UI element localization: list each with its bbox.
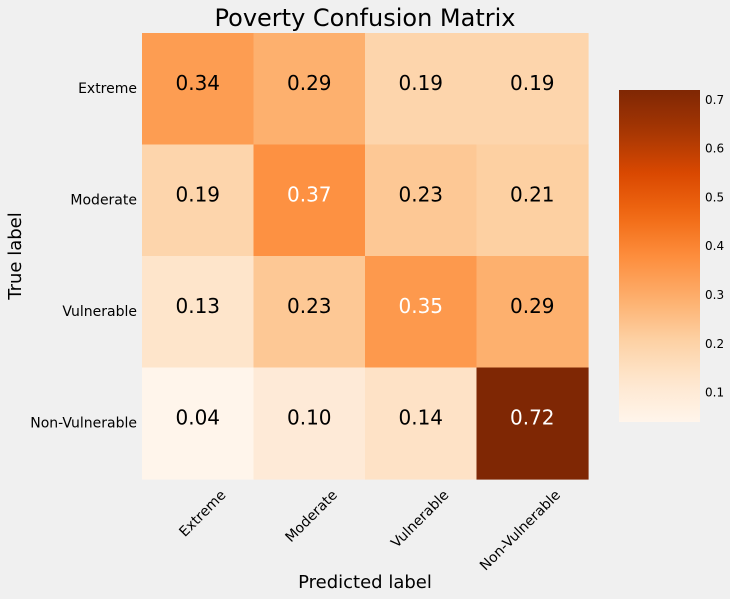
- colorbar-tick-label: 0.3: [705, 288, 724, 302]
- heatmap-cell: [365, 33, 478, 146]
- colorbar-tick-label: 0.2: [705, 337, 724, 351]
- colorbar-tick-label: 0.5: [705, 190, 724, 204]
- cell-value-label: 0.10: [287, 405, 332, 429]
- cell-value-label: 0.21: [510, 182, 555, 206]
- cell-value-label: 0.29: [287, 71, 332, 95]
- cell-value-label: 0.14: [398, 405, 443, 429]
- heatmap-cell: [142, 33, 255, 146]
- heatmap-cell: [142, 144, 255, 257]
- cell-value-label: 0.29: [510, 294, 555, 318]
- heatmap-cell: [476, 144, 589, 257]
- heatmap-cell: [365, 256, 478, 369]
- heatmap-cell: [476, 367, 589, 480]
- cell-value-label: 0.13: [175, 294, 220, 318]
- colorbar-gradient: [619, 90, 700, 422]
- x-axis-label: Predicted label: [298, 572, 432, 593]
- heatmap-cell: [253, 367, 366, 480]
- y-tick-label: Moderate: [70, 192, 137, 208]
- cell-value-label: 0.23: [287, 294, 332, 318]
- heatmap-cell: [142, 256, 255, 369]
- cell-value-label: 0.23: [398, 182, 443, 206]
- colorbar-tick-label: 0.6: [705, 142, 724, 156]
- heatmap-cell: [365, 144, 478, 257]
- heatmap-cell: [365, 367, 478, 480]
- heatmap-cell: [253, 256, 366, 369]
- colorbar-tick-label: 0.4: [705, 239, 724, 253]
- heatmap-cell: [253, 144, 366, 257]
- heatmap-grid: 0.34 0.29 0.19 0.19 0.19 0.37 0.23 0.21 0.13 0.23…: [142, 33, 589, 480]
- y-tick-label: Non-Vulnerable: [30, 415, 137, 431]
- y-tick-labels: Extreme Moderate Vulnerable Non-Vulnerable: [30, 81, 137, 432]
- cell-value-label: 0.19: [510, 71, 555, 95]
- chart-title: Poverty Confusion Matrix: [215, 4, 516, 32]
- colorbar-tick-label: 0.1: [705, 386, 724, 400]
- heatmap-cell: [253, 33, 366, 146]
- heatmap-cell: [476, 33, 589, 146]
- colorbar-tick-label: 0.7: [705, 93, 724, 107]
- colorbar: 0.1 0.2 0.3 0.4 0.5 0.6 0.7: [619, 90, 724, 422]
- heatmap-cell: [476, 256, 589, 369]
- cell-value-label: 0.37: [287, 182, 332, 206]
- cell-value-label: 0.35: [398, 294, 443, 318]
- y-axis-label: True label: [5, 212, 26, 301]
- heatmap-cell: [142, 367, 255, 480]
- cell-value-label: 0.04: [175, 405, 220, 429]
- y-tick-label: Vulnerable: [62, 304, 137, 320]
- cell-value-label: 0.19: [398, 71, 443, 95]
- y-tick-label: Extreme: [78, 81, 137, 97]
- cell-value-label: 0.34: [175, 71, 220, 95]
- cell-value-label: 0.72: [510, 405, 555, 429]
- cell-value-label: 0.19: [175, 182, 220, 206]
